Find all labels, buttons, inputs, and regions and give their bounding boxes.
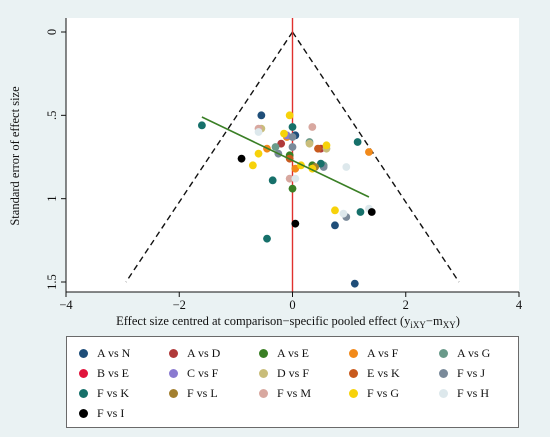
fitted-regression-line: [201, 116, 370, 198]
legend-label-d-vs-f: D vs F: [277, 366, 310, 380]
legend-marker-a-vs-n: [79, 349, 88, 358]
x-tick-label: 0: [289, 298, 295, 312]
points-layer: [198, 111, 376, 288]
legend-label-a-vs-g: A vs G: [457, 346, 491, 360]
point-a-vs-n: [257, 111, 266, 120]
point-a-vs-g: [271, 143, 280, 151]
point-a-vs-f: [291, 164, 300, 173]
y-tick-label: 1: [45, 196, 59, 202]
point-f-vs-g: [331, 206, 339, 215]
point-f-vs-m: [285, 174, 294, 183]
x-axis-title: Effect size centred at comparison−specif…: [116, 314, 460, 330]
legend-marker-b-vs-e: [79, 369, 88, 378]
y-axis-title: Standard error of effect size: [8, 86, 22, 226]
legend-label-a-vs-n: A vs N: [97, 346, 131, 360]
point-a-vs-e: [288, 184, 297, 193]
x-tick-label: 4: [516, 298, 523, 312]
point-f-vs-i: [367, 208, 376, 216]
legend-label-a-vs-f: A vs F: [367, 346, 399, 360]
legend-marker-e-vs-k: [349, 369, 358, 378]
x-tick-label: 2: [403, 298, 409, 312]
legend-marker-f-vs-k: [79, 389, 88, 398]
point-f-vs-k: [356, 208, 365, 216]
point-f-vs-h: [254, 128, 263, 136]
point-f-vs-j: [288, 143, 297, 151]
legend-label-f-vs-j: F vs J: [457, 366, 486, 380]
point-f-vs-m: [308, 123, 317, 131]
point-f-vs-h: [291, 174, 300, 183]
point-f-vs-h: [342, 163, 351, 171]
legend-marker-f-vs-m: [259, 389, 268, 398]
legend-marker-a-vs-f: [349, 349, 358, 358]
point-f-vs-g: [285, 111, 294, 120]
axes-layer: −4 −2 0 2 4 0 .5 1 1.5: [45, 18, 523, 312]
legend-label-c-vs-f: C vs F: [187, 366, 219, 380]
legend-label-f-vs-m: F vs M: [277, 386, 312, 400]
legend-label-f-vs-l: F vs L: [187, 386, 218, 400]
point-a-vs-n: [350, 279, 359, 288]
point-f-vs-i: [291, 219, 300, 228]
funnel-left-limit: [125, 31, 294, 283]
legend-label-e-vs-k: E vs K: [367, 366, 400, 380]
legend-label-f-vs-i: F vs I: [97, 406, 125, 420]
fit-line-layer: [201, 116, 370, 198]
point-a-vs-f: [365, 148, 373, 156]
point-f-vs-g: [248, 161, 257, 170]
point-f-vs-g: [280, 129, 288, 138]
point-f-vs-k: [268, 176, 277, 185]
legend-label-f-vs-g: F vs G: [367, 386, 400, 400]
funnel-right-limit: [291, 31, 460, 283]
point-f-vs-k: [288, 123, 297, 131]
point-f-vs-k: [316, 159, 325, 168]
legend-label-a-vs-e: A vs E: [277, 346, 310, 360]
legend-marker-a-vs-e: [259, 349, 268, 358]
point-f-vs-k: [198, 121, 206, 130]
point-f-vs-k: [353, 138, 362, 146]
funnel-layer: [125, 31, 460, 283]
legend-label-f-vs-k: F vs K: [97, 386, 130, 400]
point-e-vs-k: [314, 144, 322, 153]
point-f-vs-i: [237, 154, 246, 163]
legend: A vs N A vs D A vs E A vs F A vs G B vs E C vs…: [66, 336, 519, 428]
point-f-vs-g: [254, 149, 263, 158]
point-f-vs-j: [288, 133, 297, 141]
point-a-vs-n: [331, 221, 339, 230]
legend-marker-c-vs-f: [169, 369, 178, 378]
legend-label-f-vs-h: F vs H: [457, 386, 490, 400]
legend-marker-f-vs-i: [79, 409, 88, 418]
x-tick-label: −2: [173, 298, 186, 312]
y-tick-label: 1.5: [45, 274, 59, 290]
legend-marker-a-vs-d: [169, 349, 178, 358]
legend-marker-a-vs-g: [439, 349, 448, 358]
y-tick-label: 0: [45, 29, 59, 35]
x-tick-label: −4: [59, 298, 73, 312]
point-f-vs-g: [322, 141, 331, 150]
legend-marker-f-vs-h: [439, 389, 448, 398]
legend-marker-d-vs-f: [259, 369, 268, 378]
point-d-vs-f: [305, 139, 314, 148]
point-f-vs-k: [263, 234, 271, 243]
legend-marker-f-vs-g: [349, 389, 358, 398]
legend-label-b-vs-e: B vs E: [97, 366, 130, 380]
point-a-vs-d: [277, 139, 286, 148]
legend-marker-f-vs-l: [169, 389, 178, 398]
y-tick-label: .5: [45, 111, 59, 120]
legend-marker-f-vs-j: [439, 369, 448, 378]
legend-label-a-vs-d: A vs D: [187, 346, 221, 360]
point-f-vs-h: [339, 209, 348, 218]
